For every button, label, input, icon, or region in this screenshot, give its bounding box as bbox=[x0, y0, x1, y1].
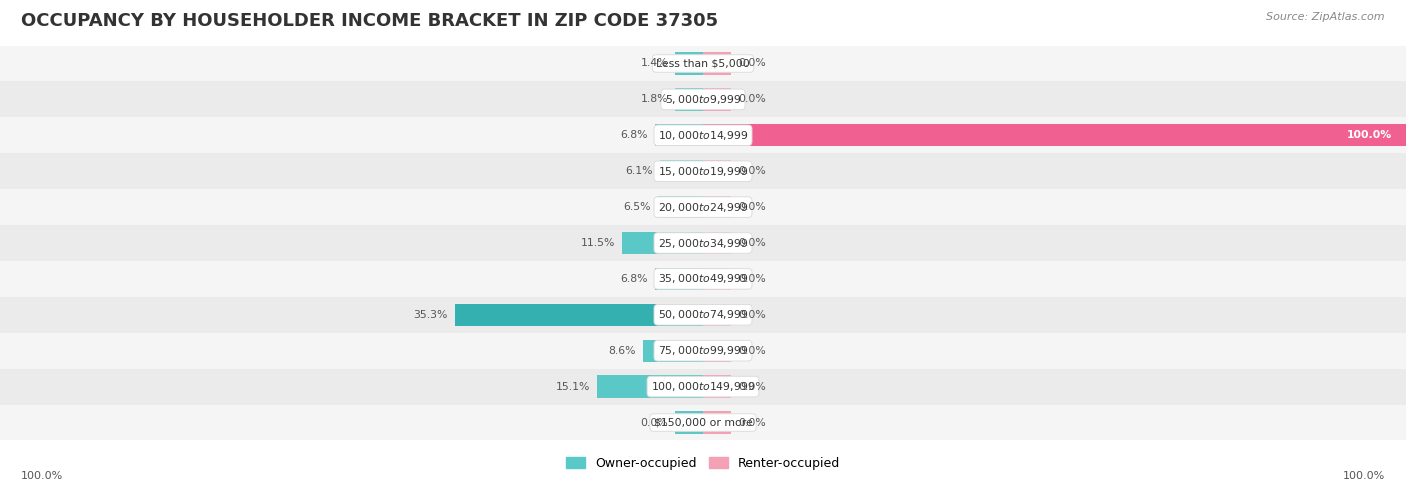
Bar bbox=[661, 160, 703, 182]
Bar bbox=[703, 160, 731, 182]
Text: $150,000 or more: $150,000 or more bbox=[654, 417, 752, 428]
Bar bbox=[621, 232, 703, 254]
Text: 0.0%: 0.0% bbox=[738, 310, 766, 320]
Bar bbox=[0, 297, 1406, 333]
Bar bbox=[675, 411, 703, 434]
Bar bbox=[703, 268, 731, 290]
Bar bbox=[0, 404, 1406, 440]
Text: 0.0%: 0.0% bbox=[738, 346, 766, 356]
Bar bbox=[675, 88, 703, 110]
Text: 1.4%: 1.4% bbox=[640, 58, 668, 69]
Text: 11.5%: 11.5% bbox=[581, 238, 616, 248]
Bar bbox=[703, 232, 731, 254]
Bar bbox=[0, 333, 1406, 369]
Bar bbox=[456, 304, 703, 326]
Text: 100.0%: 100.0% bbox=[1343, 471, 1385, 481]
Bar bbox=[0, 225, 1406, 261]
Text: $20,000 to $24,999: $20,000 to $24,999 bbox=[658, 201, 748, 214]
Text: Source: ZipAtlas.com: Source: ZipAtlas.com bbox=[1267, 12, 1385, 22]
Legend: Owner-occupied, Renter-occupied: Owner-occupied, Renter-occupied bbox=[561, 452, 845, 475]
Text: $10,000 to $14,999: $10,000 to $14,999 bbox=[658, 129, 748, 142]
Text: 100.0%: 100.0% bbox=[1347, 130, 1392, 140]
Text: 6.1%: 6.1% bbox=[626, 166, 652, 176]
Text: 0.0%: 0.0% bbox=[738, 274, 766, 284]
Bar bbox=[703, 411, 731, 434]
Text: $50,000 to $74,999: $50,000 to $74,999 bbox=[658, 308, 748, 321]
Text: 0.0%: 0.0% bbox=[738, 417, 766, 428]
Text: $25,000 to $34,999: $25,000 to $34,999 bbox=[658, 237, 748, 249]
Text: OCCUPANCY BY HOUSEHOLDER INCOME BRACKET IN ZIP CODE 37305: OCCUPANCY BY HOUSEHOLDER INCOME BRACKET … bbox=[21, 12, 718, 30]
Text: $35,000 to $49,999: $35,000 to $49,999 bbox=[658, 272, 748, 285]
Text: 0.0%: 0.0% bbox=[738, 94, 766, 104]
Text: $75,000 to $99,999: $75,000 to $99,999 bbox=[658, 344, 748, 357]
Bar bbox=[703, 376, 731, 398]
Bar bbox=[655, 124, 703, 146]
Bar bbox=[655, 268, 703, 290]
Bar bbox=[703, 304, 731, 326]
Bar bbox=[703, 52, 731, 75]
Text: $100,000 to $149,999: $100,000 to $149,999 bbox=[651, 380, 755, 393]
Text: 0.0%: 0.0% bbox=[738, 202, 766, 212]
Bar bbox=[596, 376, 703, 398]
Bar bbox=[675, 52, 703, 75]
Bar bbox=[703, 88, 731, 110]
Text: 0.0%: 0.0% bbox=[738, 238, 766, 248]
Bar bbox=[657, 196, 703, 218]
Text: 6.8%: 6.8% bbox=[620, 274, 648, 284]
Text: 6.5%: 6.5% bbox=[623, 202, 650, 212]
Bar bbox=[0, 153, 1406, 189]
Bar bbox=[703, 124, 1406, 146]
Bar bbox=[0, 46, 1406, 82]
Bar bbox=[0, 369, 1406, 404]
Bar bbox=[703, 196, 731, 218]
Text: $5,000 to $9,999: $5,000 to $9,999 bbox=[665, 93, 741, 106]
Text: 35.3%: 35.3% bbox=[413, 310, 449, 320]
Bar bbox=[643, 340, 703, 362]
Bar bbox=[0, 82, 1406, 117]
Text: $15,000 to $19,999: $15,000 to $19,999 bbox=[658, 165, 748, 178]
Text: 0.0%: 0.0% bbox=[738, 58, 766, 69]
Text: 0.0%: 0.0% bbox=[640, 417, 668, 428]
Text: 100.0%: 100.0% bbox=[21, 471, 63, 481]
Text: 0.0%: 0.0% bbox=[738, 382, 766, 392]
Text: 0.0%: 0.0% bbox=[738, 166, 766, 176]
Bar bbox=[0, 117, 1406, 153]
Text: Less than $5,000: Less than $5,000 bbox=[657, 58, 749, 69]
Text: 1.8%: 1.8% bbox=[640, 94, 668, 104]
Text: 8.6%: 8.6% bbox=[607, 346, 636, 356]
Bar bbox=[703, 340, 731, 362]
Bar bbox=[0, 189, 1406, 225]
Text: 15.1%: 15.1% bbox=[555, 382, 591, 392]
Text: 6.8%: 6.8% bbox=[620, 130, 648, 140]
Bar bbox=[0, 261, 1406, 297]
